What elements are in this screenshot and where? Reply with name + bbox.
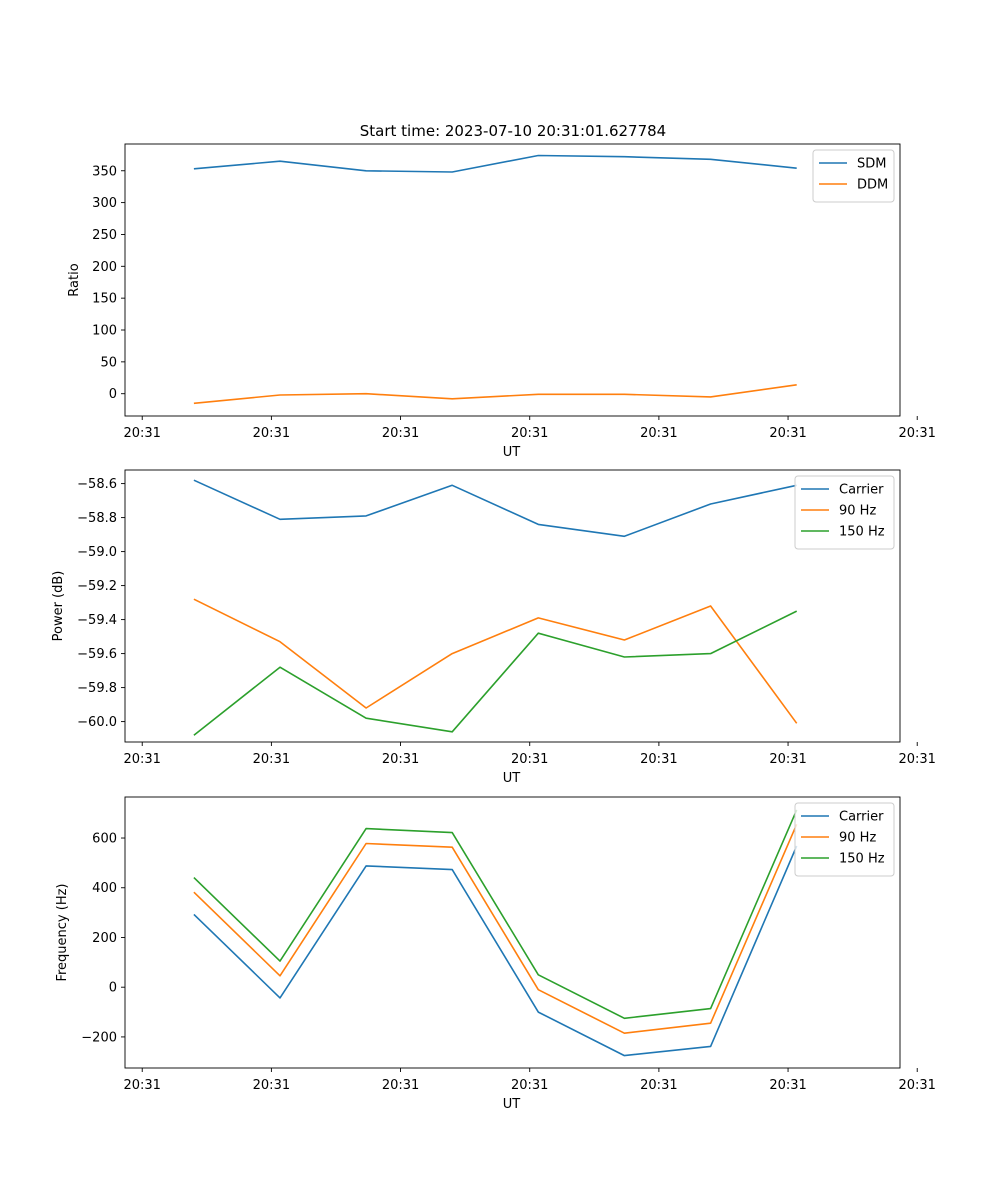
- y-axis-label: Ratio: [67, 263, 82, 296]
- panels: 20:3120:3120:3120:3120:3120:3120:3120:32…: [51, 143, 936, 1112]
- legend-label: 90 Hz: [839, 504, 876, 519]
- y-tick-label: 100: [92, 324, 117, 339]
- y-tick-label: 250: [92, 228, 117, 243]
- y-tick-label: 200: [92, 260, 117, 275]
- chart-panel-3: 20:3120:3120:3120:3120:3120:3120:3120:32…: [55, 796, 936, 1112]
- x-tick-label: 20:31: [769, 752, 806, 767]
- series-line-150-hz: [193, 610, 798, 736]
- y-tick-label: 0: [109, 387, 117, 402]
- x-tick-label: 20:31: [123, 426, 160, 441]
- legend-label: DDM: [857, 178, 888, 193]
- x-axis-label: UT: [503, 1097, 521, 1112]
- y-tick-label: 400: [92, 881, 117, 896]
- x-tick-label: 20:31: [898, 426, 935, 441]
- x-tick-label: 20:31: [769, 1078, 806, 1093]
- y-tick-label: 600: [92, 832, 117, 847]
- y-tick-label: 300: [92, 196, 117, 211]
- legend-label: 90 Hz: [839, 831, 876, 846]
- legend: Carrier 90 Hz 150 Hz: [794, 802, 895, 877]
- y-tick-label: −58.8: [77, 511, 117, 526]
- axes-frame: [124, 143, 901, 417]
- y-tick-label: −59.8: [77, 681, 117, 696]
- y-tick-label: −200: [81, 1030, 117, 1045]
- axes-frame: [124, 796, 901, 1069]
- legend-label: Carrier: [839, 483, 884, 498]
- series-line-carrier: [193, 845, 798, 1057]
- y-tick-label: −58.6: [77, 477, 117, 492]
- y-tick-label: −59.0: [77, 545, 117, 560]
- series-line-150-hz: [193, 809, 798, 1020]
- y-tick-label: 350: [92, 164, 117, 179]
- y-tick-label: 0: [109, 981, 117, 996]
- x-tick-label: 20:31: [898, 1078, 935, 1093]
- x-tick-label: 20:31: [253, 426, 290, 441]
- y-tick-label: 50: [100, 355, 117, 370]
- chart-panel-2: 20:3120:3120:3120:3120:3120:3120:3120:32…: [51, 469, 936, 786]
- y-axis-label: Power (dB): [51, 571, 66, 642]
- x-tick-label: 20:31: [382, 752, 419, 767]
- series-line-sdm: [193, 154, 797, 173]
- legend-label: 150 Hz: [839, 852, 885, 867]
- y-axis-label: Frequency (Hz): [55, 883, 70, 981]
- legend-label: Carrier: [839, 810, 884, 825]
- x-tick-label: 20:31: [640, 1078, 677, 1093]
- x-tick-label: 20:31: [511, 752, 548, 767]
- series-line-ddm: [193, 384, 797, 405]
- x-tick-label: 20:31: [511, 1078, 548, 1093]
- series-line-carrier: [193, 479, 797, 538]
- y-tick-label: 150: [92, 292, 117, 307]
- y-tick-label: −59.6: [77, 647, 117, 662]
- legend-label: SDM: [857, 157, 886, 172]
- x-tick-label: 20:31: [123, 1078, 160, 1093]
- figure-title: Start time: 2023-07-10 20:31:01.627784: [360, 122, 666, 140]
- x-axis-label: UT: [503, 445, 521, 460]
- legend-label: 150 Hz: [839, 525, 885, 540]
- x-tick-label: 20:31: [382, 1078, 419, 1093]
- series-line-90-hz: [193, 598, 798, 724]
- y-tick-label: −60.0: [77, 715, 117, 730]
- y-tick-label: −59.2: [77, 579, 117, 594]
- series-line-90-hz: [193, 823, 798, 1034]
- x-tick-label: 20:31: [898, 752, 935, 767]
- x-tick-label: 20:31: [640, 752, 677, 767]
- y-tick-label: −59.4: [77, 613, 117, 628]
- chart-panel-1: 20:3120:3120:3120:3120:3120:3120:3120:32…: [67, 143, 936, 460]
- x-tick-label: 20:31: [511, 426, 548, 441]
- x-tick-label: 20:31: [640, 426, 677, 441]
- x-tick-label: 20:31: [382, 426, 419, 441]
- x-tick-label: 20:31: [769, 426, 806, 441]
- y-tick-label: 200: [92, 931, 117, 946]
- x-axis-label: UT: [503, 771, 521, 786]
- legend: SDM DDM: [812, 149, 895, 203]
- x-tick-label: 20:31: [253, 1078, 290, 1093]
- legend: Carrier 90 Hz 150 Hz: [794, 475, 895, 550]
- x-tick-label: 20:31: [123, 752, 160, 767]
- x-tick-label: 20:31: [253, 752, 290, 767]
- axes-frame: [124, 469, 901, 743]
